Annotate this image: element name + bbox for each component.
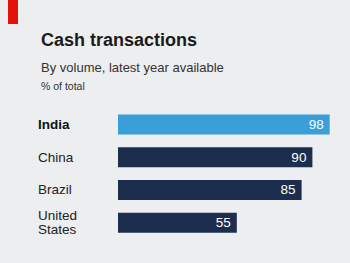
svg-text:By volume, latest year availab: By volume, latest year available (41, 60, 224, 75)
svg-text:55: 55 (216, 215, 231, 230)
svg-text:Cash transactions: Cash transactions (41, 30, 197, 50)
svg-text:United: United (38, 208, 81, 223)
svg-text:China: China (38, 150, 74, 165)
svg-text:% of total: % of total (41, 80, 85, 92)
svg-text:Brazil: Brazil (38, 182, 72, 197)
svg-text:90: 90 (291, 150, 306, 165)
svg-text:States: States (38, 222, 77, 237)
svg-text:98: 98 (309, 117, 324, 132)
svg-text:85: 85 (281, 182, 296, 197)
svg-text:India: India (38, 117, 70, 132)
